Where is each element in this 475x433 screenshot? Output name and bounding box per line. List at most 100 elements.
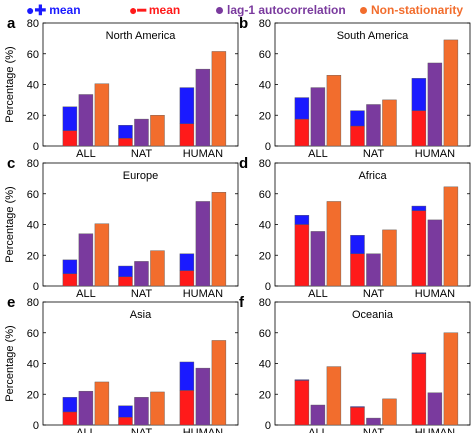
y-tick-label: 80 [27, 158, 39, 170]
panel-title: Oceania [352, 309, 394, 321]
bar-autocorrelation [78, 233, 94, 287]
bar-autocorrelation [427, 219, 443, 287]
x-tick-label: HUMAN [183, 288, 223, 300]
bar-nonstationarity [150, 115, 165, 147]
x-tick-label: NAT [363, 427, 384, 433]
y-tick-label: 20 [27, 389, 39, 401]
bar-autocorrelation [195, 367, 211, 426]
panel-d: 0 20 40 60 80 d Africa ALL NAT HUMAN [239, 155, 471, 300]
legend-dot-nonstat [360, 6, 367, 14]
bar-nonstationarity [94, 381, 110, 426]
y-tick-label: 20 [259, 110, 271, 122]
bar-increase-mean [294, 97, 310, 120]
bar-decrease-mean [411, 353, 427, 426]
bar-nonstationarity [443, 39, 459, 147]
bar-increase-mean [118, 405, 133, 418]
bar-decrease-mean [350, 253, 365, 287]
panel-letter: d [239, 155, 248, 172]
y-tick-label: 20 [27, 250, 39, 262]
bar-decrease-mean [62, 273, 78, 287]
x-tick-label: HUMAN [183, 148, 223, 160]
y-axis-label: Percentage (%) [4, 325, 16, 401]
bar-decrease-mean [411, 110, 427, 147]
bar-decrease-mean [294, 118, 310, 147]
legend-label-nonstat: Non-stationarity [371, 3, 464, 17]
panel-title: Africa [358, 170, 387, 182]
panel-a: 0 20 40 60 80 a North America Percentage (%) ALL… [4, 15, 239, 160]
bar-increase-mean [411, 205, 427, 211]
bar-decrease-mean [118, 276, 133, 287]
bar-autocorrelation [78, 94, 94, 147]
y-tick-label: 80 [259, 297, 271, 309]
bar-nonstationarity [326, 366, 342, 426]
bar-nonstationarity [382, 398, 397, 426]
panel-title: Asia [130, 309, 152, 321]
bar-nonstationarity [211, 51, 227, 147]
y-tick-label: 40 [259, 80, 271, 92]
bar-nonstationarity [326, 201, 342, 287]
y-tick-label: 0 [33, 281, 39, 293]
panel-f: 0 20 40 60 80 f Oceania ALL NAT HUMAN [239, 294, 471, 433]
x-tick-label: ALL [308, 148, 328, 160]
x-tick-label: NAT [131, 148, 152, 160]
x-tick-label: ALL [308, 427, 328, 433]
x-tick-label: HUMAN [415, 288, 455, 300]
legend-item-decrease-mean: ●━ mean [129, 2, 180, 18]
legend-dot-autocorr [216, 6, 223, 14]
bar-increase-mean [350, 406, 365, 408]
y-tick-label: 0 [33, 141, 39, 153]
y-tick-label: 20 [259, 250, 271, 262]
chart-legend: ●✚ mean ●━ mean lag-1 autocorrelation No… [0, 0, 475, 20]
bar-nonstationarity [211, 192, 227, 287]
panel-b: 0 20 40 60 80 b South America ALL NAT HUMAN [239, 15, 471, 160]
bar-decrease-mean [411, 210, 427, 287]
bar-decrease-mean [350, 407, 365, 426]
x-tick-label: HUMAN [183, 427, 223, 433]
y-axis-label: Percentage (%) [4, 186, 16, 262]
y-tick-label: 60 [27, 189, 39, 201]
x-tick-label: ALL [308, 288, 328, 300]
x-tick-label: NAT [131, 427, 152, 433]
bar-nonstationarity [211, 340, 227, 426]
bar-increase-mean [350, 235, 365, 254]
legend-label-autocorr: lag-1 autocorrelation [227, 3, 346, 17]
bar-nonstationarity [326, 75, 342, 147]
bar-increase-mean [411, 78, 427, 111]
bar-increase-mean [179, 87, 195, 124]
y-tick-label: 40 [27, 80, 39, 92]
bar-autocorrelation [366, 253, 381, 287]
x-tick-label: ALL [76, 288, 96, 300]
y-tick-label: 40 [259, 220, 271, 232]
bar-increase-mean [294, 215, 310, 225]
panel-c: 0 20 40 60 80 c Europe Percentage (%) ALL NAT HUMA… [4, 155, 239, 300]
bar-autocorrelation [427, 62, 443, 147]
y-tick-label: 40 [27, 359, 39, 371]
legend-symbol-increase: ●✚ [26, 2, 47, 18]
y-tick-label: 80 [259, 158, 271, 170]
y-tick-label: 60 [259, 189, 271, 201]
y-tick-label: 0 [265, 141, 271, 153]
y-tick-label: 40 [27, 220, 39, 232]
bar-increase-mean [350, 110, 365, 127]
bar-decrease-mean [294, 380, 310, 426]
bar-nonstationarity [443, 186, 459, 287]
bar-autocorrelation [195, 201, 211, 287]
panel-letter: e [7, 294, 15, 311]
bar-increase-mean [411, 352, 427, 354]
bar-autocorrelation [310, 404, 326, 426]
panel-title: North America [106, 30, 177, 42]
bar-nonstationarity [382, 99, 397, 147]
y-tick-label: 0 [265, 420, 271, 432]
y-tick-label: 60 [27, 49, 39, 61]
y-tick-label: 60 [259, 328, 271, 340]
x-tick-label: NAT [363, 288, 384, 300]
legend-item-autocorrelation: lag-1 autocorrelation [216, 2, 346, 18]
bar-autocorrelation [366, 104, 381, 147]
bar-autocorrelation [310, 87, 326, 147]
y-tick-label: 80 [259, 18, 271, 30]
x-tick-label: NAT [363, 148, 384, 160]
panel-letter: b [239, 15, 248, 32]
panel-title: South America [337, 30, 409, 42]
bar-decrease-mean [118, 417, 133, 426]
bar-autocorrelation [134, 397, 149, 426]
